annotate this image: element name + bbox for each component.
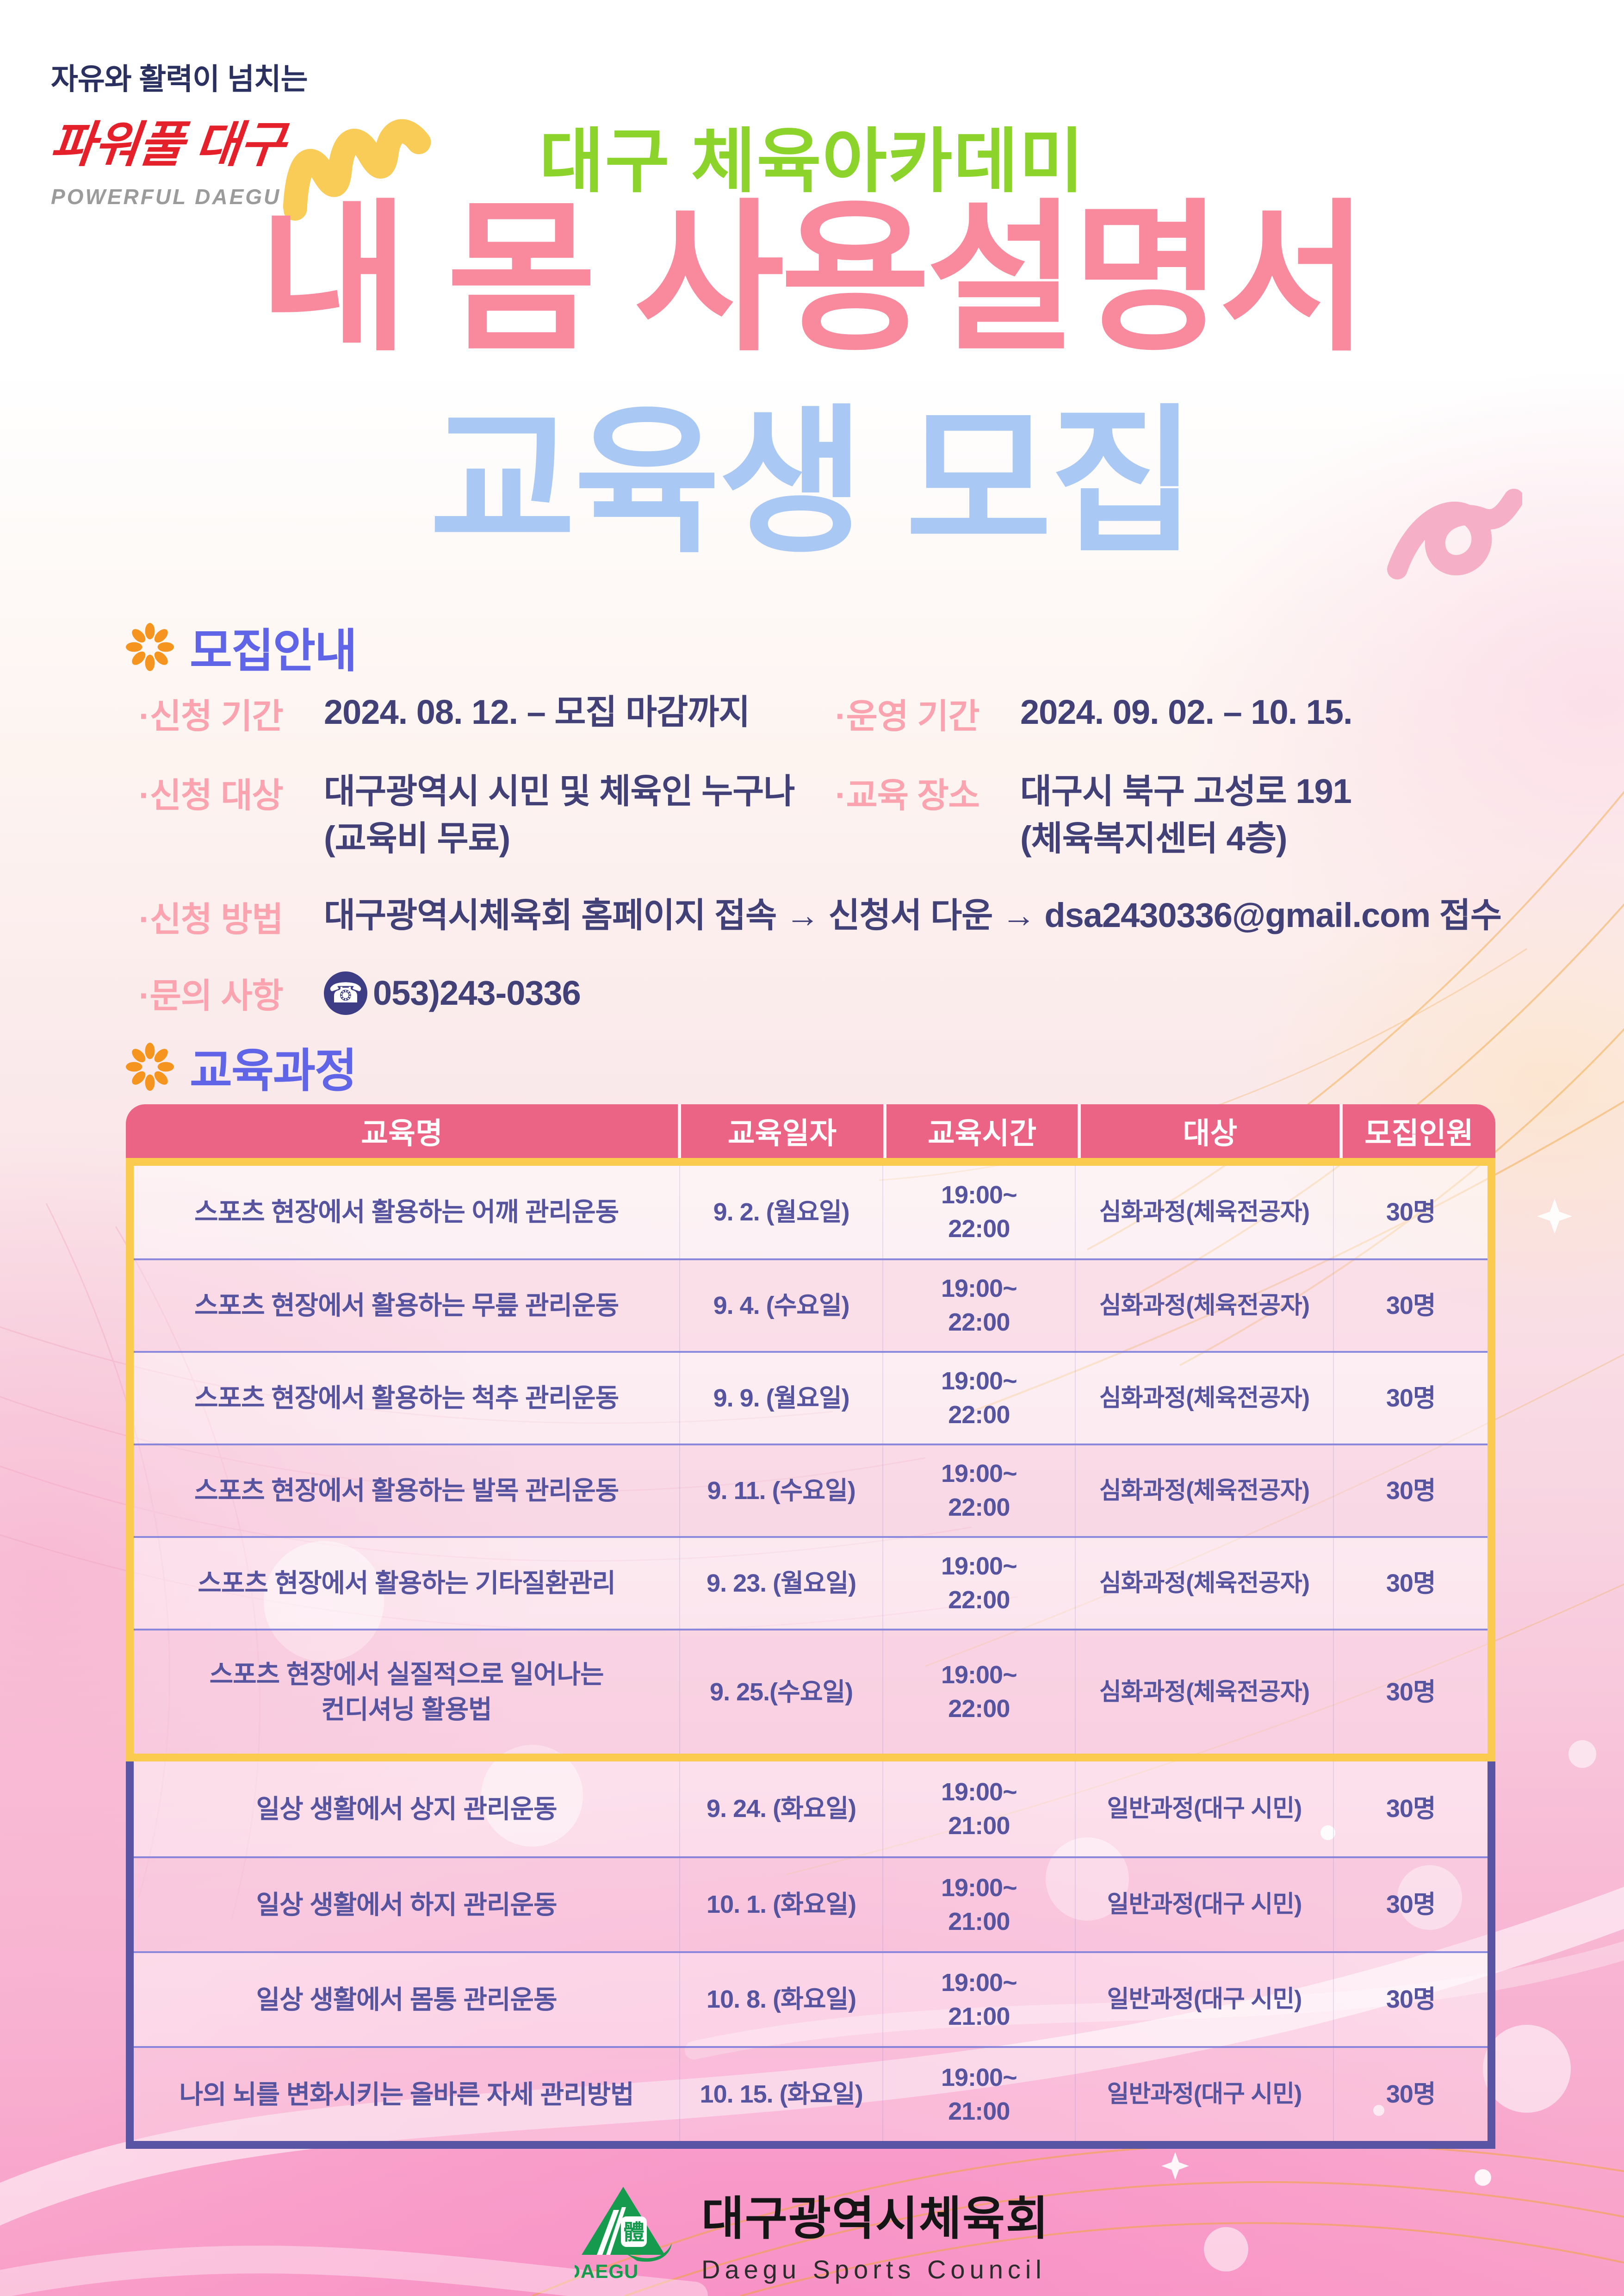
contact-phone: 053)243-0336	[373, 973, 581, 1012]
orange-dots-circle-icon	[126, 1042, 174, 1091]
curriculum-table: 교육명 교육일자 교육시간 대상 모집인원 스포츠 현장에서 활용하는 어깨 관…	[126, 1104, 1495, 2149]
target-value: 대구광역시 시민 및 체육인 누구나 (교육비 무료)	[324, 772, 795, 858]
table-row: 일상 생활에서 상지 관리운동 9. 24. (화요일) 19:00~ 21:00…	[134, 1761, 1488, 1856]
svg-text:DAEGU: DAEGU	[575, 2260, 638, 2282]
section-recruit-info-title: 모집안내	[190, 625, 357, 677]
operate-period-value: 2024. 09. 02. – 10. 15.	[1020, 693, 1353, 731]
column-header-name: 교육명	[361, 1117, 443, 1150]
brand-tagline: 자유와 활력이 넘치는	[51, 62, 308, 96]
apply-period-value: 2024. 08. 12. – 모집 마감까지	[324, 693, 750, 731]
column-header-time: 교육시간	[883, 1104, 1078, 1158]
daegu-sports-council-logo: 體 DAEGU	[575, 2186, 672, 2282]
footer-org-name: 대구광역시체육회	[701, 2193, 1049, 2245]
footer-org-name-en: Daegu Sports Council	[701, 2255, 1046, 2284]
target-label: ·신청 대상	[139, 776, 284, 815]
table-row: 스포츠 현장에서 실질적으로 일어나는 컨디셔닝 활용법 9. 25.(수요일) …	[134, 1629, 1488, 1754]
brand-name: 파워풀 대구	[47, 118, 287, 172]
table-row: 스포츠 현장에서 활용하는 무릎 관리운동 9. 4. (수요일) 19:00~…	[134, 1258, 1488, 1351]
orange-dots-circle-icon	[126, 622, 174, 671]
footer: 體 DAEGU 대구광역시체육회 Daegu Sports Council	[0, 2181, 1624, 2284]
advanced-course-group: 스포츠 현장에서 활용하는 어깨 관리운동 9. 2. (월요일) 19:00~…	[126, 1158, 1495, 1761]
recruit-info-block: ·신청 기간 2024. 08. 12. – 모집 마감까지 ·운영 기간 20…	[139, 689, 1508, 1045]
contact-label: ·문의 사항	[139, 977, 284, 1015]
method-value: 대구광역시체육회 홈페이지 접속 → 신청서 다운 → dsa2430336@g…	[324, 896, 1502, 935]
section-curriculum: 교육과정	[126, 1033, 357, 1100]
place-label: ·교육 장소	[835, 776, 980, 815]
table-row: 스포츠 현장에서 활용하는 어깨 관리운동 9. 2. (월요일) 19:00~…	[134, 1166, 1488, 1258]
column-header-date: 교육일자	[677, 1104, 883, 1158]
powerful-daegu-logo: 자유와 활력이 넘치는 파워풀 대구 POWERFUL DAEGU	[48, 56, 308, 209]
general-course-group: 일상 생활에서 상지 관리운동 9. 24. (화요일) 19:00~ 21:00…	[126, 1761, 1495, 2149]
table-row: 스포츠 현장에서 활용하는 발목 관리운동 9. 11. (수요일) 19:00…	[134, 1444, 1488, 1536]
poster-title-line1: 내 몸 사용설명서	[259, 187, 1369, 370]
table-row: 스포츠 현장에서 활용하는 기타질환관리 9. 23. (월요일) 19:00~…	[134, 1536, 1488, 1629]
column-header-target: 대상	[1078, 1104, 1339, 1158]
table-row: 나의 뇌를 변화시키는 올바른 자세 관리방법 10. 15. (화요일) 19…	[134, 2046, 1488, 2141]
table-row: 일상 생활에서 하지 관리운동 10. 1. (화요일) 19:00~ 21:00…	[134, 1856, 1488, 1951]
table-row: 일상 생활에서 몸통 관리운동 10. 8. (화요일) 19:00~ 21:00…	[134, 1951, 1488, 2046]
brand-name-en: POWERFUL DAEGU	[51, 185, 281, 209]
column-header-capacity: 모집인원	[1339, 1104, 1495, 1158]
table-header-row: 교육명 교육일자 교육시간 대상 모집인원	[126, 1104, 1495, 1158]
place-value: 대구시 북구 고성로 191 (체육복지센터 4층)	[1020, 772, 1352, 858]
phone-icon: ☎	[324, 971, 367, 1015]
operate-period-label: ·운영 기간	[835, 697, 980, 735]
method-label: ·신청 방법	[139, 900, 284, 939]
poster-subtitle: 대구 체육아카데미	[539, 122, 1085, 201]
svg-text:體: 體	[623, 2220, 645, 2244]
section-curriculum-title: 교육과정	[190, 1045, 357, 1097]
poster-title-line2: 교육생 모집	[429, 393, 1196, 571]
table-row: 스포츠 현장에서 활용하는 척추 관리운동 9. 9. (월요일) 19:00~…	[134, 1351, 1488, 1444]
apply-period-label: ·신청 기간	[139, 697, 284, 735]
section-recruit-info: 모집안내	[126, 613, 357, 680]
